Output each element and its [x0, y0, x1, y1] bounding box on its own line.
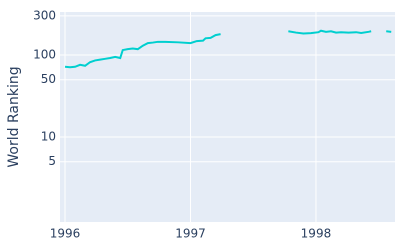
y-tick-label: 5 [48, 154, 56, 168]
y-tick-label: 300 [33, 8, 56, 22]
y-tick-label: 100 [33, 48, 56, 62]
x-tick-label: 1997 [175, 227, 206, 241]
x-tick-label: 1998 [301, 227, 332, 241]
x-tick-label: 1996 [50, 227, 81, 241]
y-axis-label: World Ranking [6, 66, 22, 167]
line [64, 29, 392, 69]
y-tick-label: 10 [41, 130, 56, 144]
plot-area [60, 12, 395, 222]
y-tick-label: 50 [41, 72, 56, 86]
